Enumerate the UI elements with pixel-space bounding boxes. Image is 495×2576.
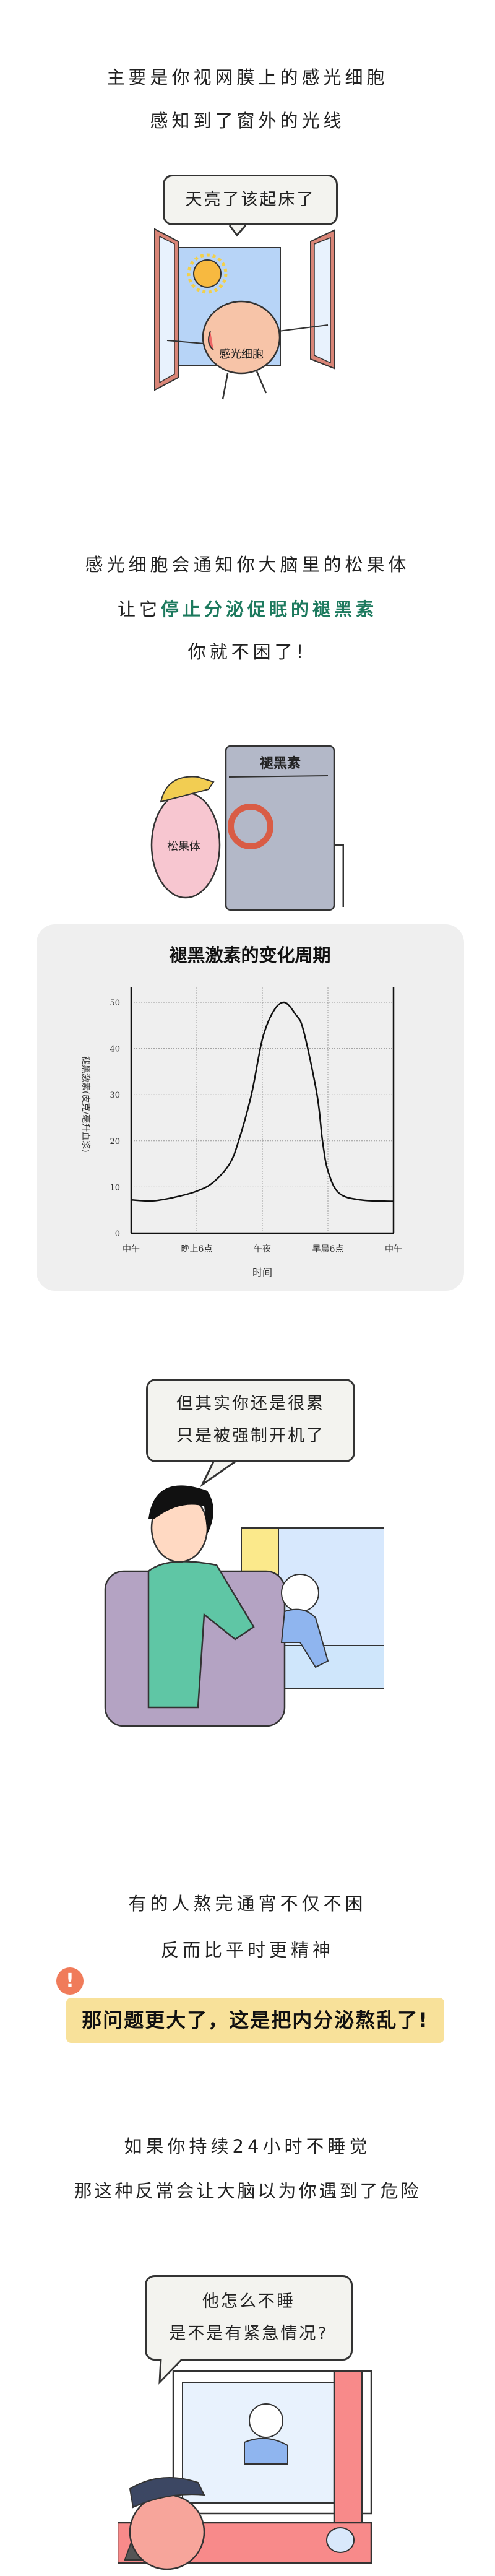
bubble-text: 他怎么不睡 bbox=[202, 2292, 295, 2311]
bubble-text: 但其实你还是很累 bbox=[176, 1394, 325, 1413]
warning-callout: 那问题更大了，这是把内分泌熬乱了! bbox=[66, 1998, 444, 2043]
text-line: 让它停止分泌促眠的褪黑素 bbox=[0, 597, 495, 622]
pineal-illustration: 褪黑素 松果体 bbox=[150, 745, 344, 911]
text-line: 如果你持续24小时不睡觉 bbox=[124, 2136, 371, 2157]
melatonin-tank bbox=[225, 745, 335, 911]
y-axis-label: 褪黑激素(皮克/毫升血浆) bbox=[80, 1056, 91, 1153]
valve-wheel bbox=[228, 804, 273, 849]
panda-head bbox=[281, 1574, 319, 1612]
photoreceptor-cell bbox=[202, 300, 281, 375]
chart-title: 褪黑激素的变化周期 bbox=[169, 945, 330, 966]
text-highlight: 停止分泌促眠的褪黑素 bbox=[161, 599, 378, 620]
x-tick-label: 晚上6点 bbox=[181, 1244, 213, 1254]
series-line bbox=[131, 1001, 394, 1202]
callout-text: 那问题更大了，这是把内分泌熬乱了! bbox=[82, 2008, 429, 2032]
text-plain: 让它 bbox=[117, 599, 161, 620]
speech-bubble: 他怎么不睡 是不是有紧急情况? bbox=[145, 2275, 353, 2361]
sun-icon bbox=[193, 259, 222, 288]
y-tick-label: 40 bbox=[110, 1045, 120, 1054]
tired-illustration bbox=[104, 1460, 384, 1727]
text-line: 有的人熬完通宵不仅不困 bbox=[128, 1893, 367, 1914]
y-tick-label: 10 bbox=[110, 1183, 120, 1192]
speech-bubble: 天亮了该起床了 bbox=[163, 175, 338, 225]
panda-head bbox=[249, 2403, 283, 2438]
x-tick-label: 中午 bbox=[385, 1244, 402, 1254]
bubble-text: 只是被强制开机了 bbox=[176, 1426, 325, 1446]
y-tick-label: 50 bbox=[110, 999, 120, 1008]
tank-label: 褪黑素 bbox=[260, 755, 301, 771]
x-tick-labels: 中午 晚上6点 午夜 早晨6点 中午 bbox=[123, 1244, 402, 1254]
speech-bubble: 但其实你还是很累 只是被强制开机了 bbox=[146, 1379, 355, 1462]
bubble-text: 是不是有紧急情况? bbox=[169, 2324, 329, 2343]
x-tick-label: 中午 bbox=[123, 1244, 140, 1254]
chart-grid bbox=[131, 987, 394, 1233]
panda-body bbox=[280, 1608, 329, 1668]
window-illustration: 感光细胞 bbox=[154, 225, 335, 400]
text-line: 那这种反常会让大脑以为你遇到了危险 bbox=[74, 2180, 421, 2201]
text-line: 主要是你视网膜上的感光细胞 bbox=[106, 67, 389, 88]
y-tick-label: 20 bbox=[110, 1137, 120, 1147]
text-line: 反而比平时更精神 bbox=[160, 1940, 334, 1961]
exclamation-icon: ! bbox=[56, 1967, 84, 1995]
x-tick-label: 午夜 bbox=[254, 1244, 271, 1254]
man-figure bbox=[147, 1561, 255, 1709]
cell-label: 感光细胞 bbox=[219, 348, 264, 361]
bubble-text: 天亮了该起床了 bbox=[185, 190, 316, 209]
alarm-light bbox=[326, 2527, 355, 2553]
y-tick-label: 0 bbox=[115, 1229, 120, 1239]
brain-character bbox=[129, 2494, 205, 2570]
monitor-illustration bbox=[118, 2359, 372, 2570]
chart-axes bbox=[130, 987, 395, 1234]
text-line: 感知到了窗外的光线 bbox=[150, 110, 345, 131]
y-tick-label: 30 bbox=[110, 1091, 120, 1100]
x-tick-label: 早晨6点 bbox=[312, 1244, 344, 1254]
text-line: 感光细胞会通知你大脑里的松果体 bbox=[85, 554, 410, 575]
y-tick-labels: 0 10 20 30 40 50 bbox=[110, 999, 120, 1239]
pineal-label: 松果体 bbox=[167, 840, 200, 853]
text-line: 你就不困了! bbox=[187, 641, 308, 662]
x-axis-label: 时间 bbox=[252, 1267, 272, 1278]
